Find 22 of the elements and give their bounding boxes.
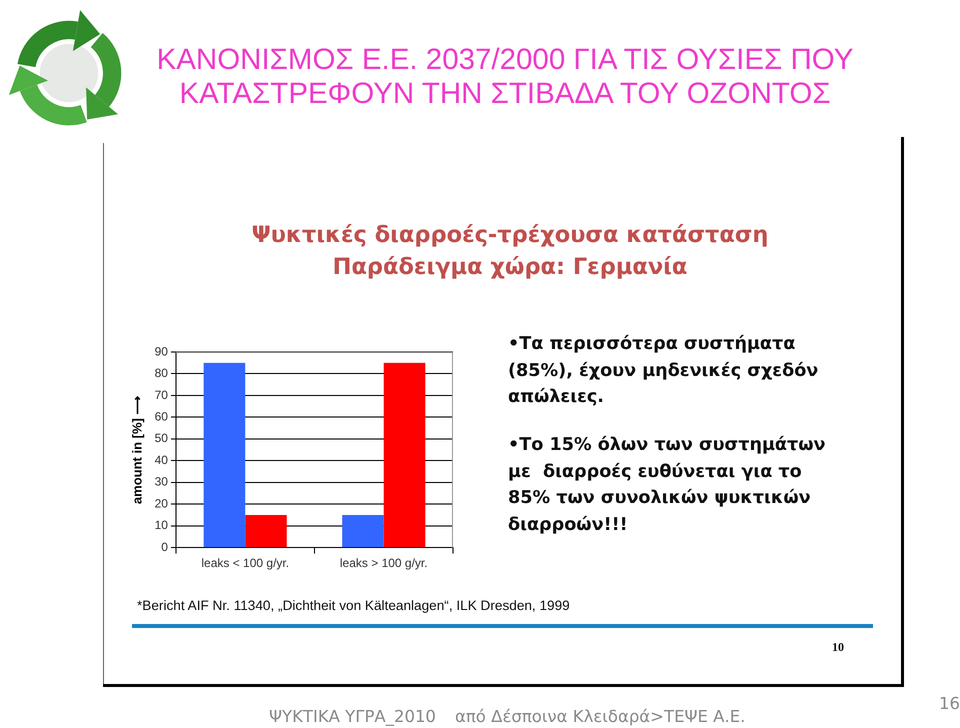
- text: *Bericht AIF Nr. 11340, „Dichtheit von Kälteanlagen“, ILK Dresden, 1999: [137, 598, 570, 614]
- chart-title: ΚΑΝΟΝΙΣΜΟΣ Ε.Ε. 2037/2000 ΓΙΑ ΤΙΣ ΟΥΣΙΕΣ ΠΟΥ ΚΑΤΑΣΤΡΕΦΟΥΝ ΤΗΝ ΣΤΙΒΑΔΑ ΤΟΥ ΟΖΟΝΤΟΣ: [156, 43, 854, 111]
- y-tick-label: 10: [154, 518, 168, 532]
- x-tick-label: leaks < 100 g/yr.: [201, 556, 290, 570]
- y-tick-label: 60: [154, 410, 168, 424]
- text: από Δέσποινα Κλειδαρά>ΤΕΨΕ Α.Ε.: [455, 707, 746, 726]
- text: 16: [939, 694, 960, 713]
- y-tick-label: 80: [154, 366, 168, 380]
- y-tick-label: 20: [154, 496, 168, 510]
- text: •Τα περισσότερα συστήματα (85%), έχουν μηδενικές σχεδόν απώλειες.: [508, 333, 820, 409]
- text: •Το 15% όλων των συστημάτων με διαρροές ευθύνεται για το 85% των συνολικών ψυκτικών διαρροών!!!: [508, 434, 827, 536]
- text: ΨΥΚΤΙΚΑ ΥΓΡΑ_2010: [269, 707, 436, 726]
- y-tick-label: 90: [154, 344, 168, 358]
- y-tick-label: 70: [154, 388, 168, 402]
- text: Ψυκτικές διαρροές-τρέχουσα κατάσταση Παράδειγμα χώρα: Γερμανία: [250, 221, 770, 282]
- x-tick-label: leaks > 100 g/yr.: [340, 556, 428, 570]
- y-tick-label: 40: [154, 452, 168, 467]
- y-tick-label: 30: [154, 474, 168, 489]
- text: 10: [832, 640, 844, 654]
- y-tick-label: 50: [154, 431, 168, 446]
- y-axis-title: amount in [%] ⟶: [129, 396, 144, 504]
- y-tick-label: 0: [161, 540, 168, 554]
